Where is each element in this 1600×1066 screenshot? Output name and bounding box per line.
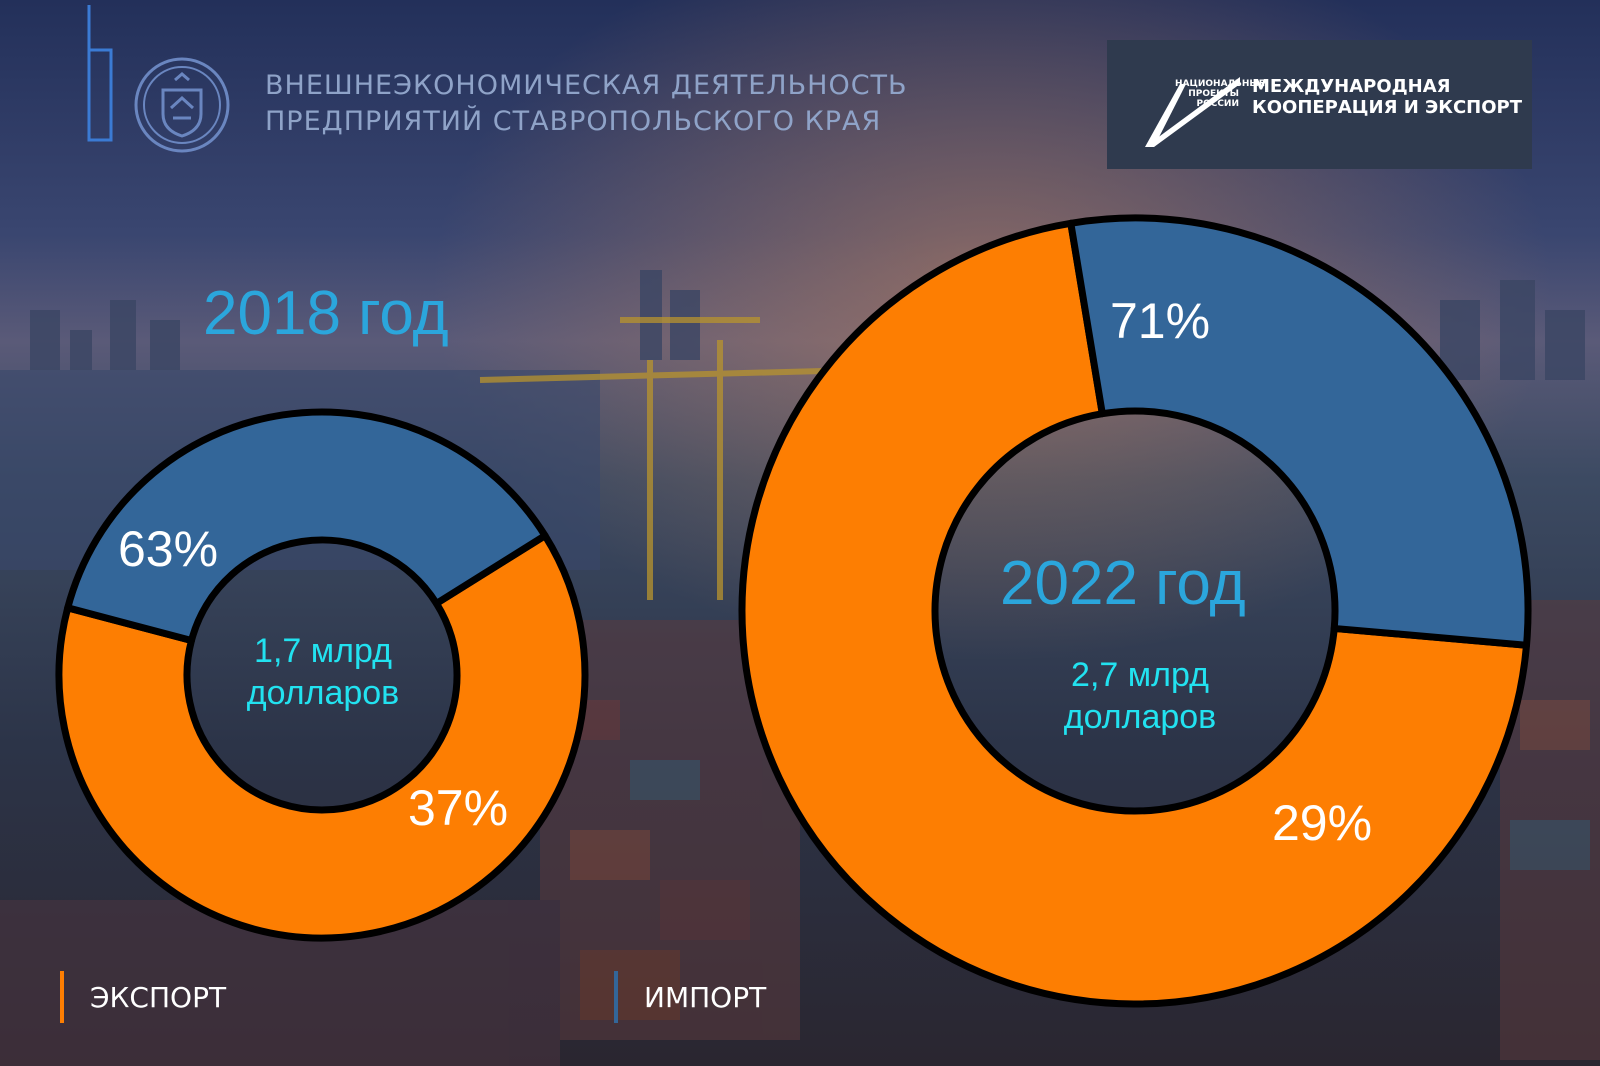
chart-2018-slice-export bbox=[55, 532, 589, 942]
chart-2018-total-line2: долларов bbox=[246, 674, 400, 712]
np-logo-line3: РОССИИ bbox=[1196, 99, 1239, 109]
chart-2022-total: 2,7 млрд долларов bbox=[1010, 654, 1270, 738]
chart-2022-label-export: 71% bbox=[1110, 293, 1210, 349]
chart-2018-label-export: 63% bbox=[118, 521, 218, 577]
chart-2018-title: 2018 год bbox=[203, 279, 449, 348]
page-title: ВНЕШНЕЭКОНОМИЧЕСКАЯ ДЕЯТЕЛЬНОСТЬ ПРЕДПРИ… bbox=[265, 68, 908, 140]
chart-2022-total-line1: 2,7 млрд bbox=[1071, 656, 1209, 694]
chart-2018-total-line1: 1,7 млрд bbox=[254, 632, 392, 670]
legend-export-swatch bbox=[60, 971, 64, 1023]
chart-2018-total: 1,7 млрд долларов bbox=[193, 630, 453, 714]
chart-2022-title: 2022 год bbox=[1000, 549, 1246, 618]
np-title-line1: МЕЖДУНАРОДНАЯ bbox=[1252, 76, 1451, 97]
np-title-line2: КООПЕРАЦИЯ И ЭКСПОРТ bbox=[1252, 97, 1522, 118]
chart-2022-slice-import bbox=[1067, 214, 1532, 649]
np-logo-line1: НАЦИОНАЛЬНЫЕ bbox=[1175, 79, 1265, 89]
chart-2022-total-line2: долларов bbox=[1063, 698, 1217, 736]
national-project-title: МЕЖДУНАРОДНАЯ КООПЕРАЦИЯ И ЭКСПОРТ bbox=[1252, 76, 1522, 118]
national-project-panel bbox=[1107, 40, 1532, 169]
header-bracket-decoration bbox=[87, 5, 113, 142]
stavropol-coat-of-arms-icon bbox=[134, 57, 230, 153]
page-title-line2: ПРЕДПРИЯТИЙ СТАВРОПОЛЬСКОГО КРАЯ bbox=[265, 106, 882, 137]
page-title-line1: ВНЕШНЕЭКОНОМИЧЕСКАЯ ДЕЯТЕЛЬНОСТЬ bbox=[265, 70, 908, 101]
chart-2018-slice-import bbox=[64, 408, 549, 645]
chart-2022-label-import: 29% bbox=[1272, 795, 1372, 851]
national-projects-logo-text: НАЦИОНАЛЬНЫЕ ПРОЕКТЫ РОССИИ bbox=[1175, 79, 1265, 109]
legend-export-label: ЭКСПОРТ bbox=[90, 981, 227, 1014]
chart-2018-label-import: 37% bbox=[408, 780, 508, 836]
np-logo-line2: ПРОЕКТЫ bbox=[1188, 89, 1239, 99]
legend-import-label: ИМПОРТ bbox=[644, 981, 767, 1014]
chart-2022-slice-export bbox=[738, 219, 1530, 1008]
legend-import-swatch bbox=[614, 971, 618, 1023]
national-projects-logo-icon bbox=[1145, 77, 1240, 147]
